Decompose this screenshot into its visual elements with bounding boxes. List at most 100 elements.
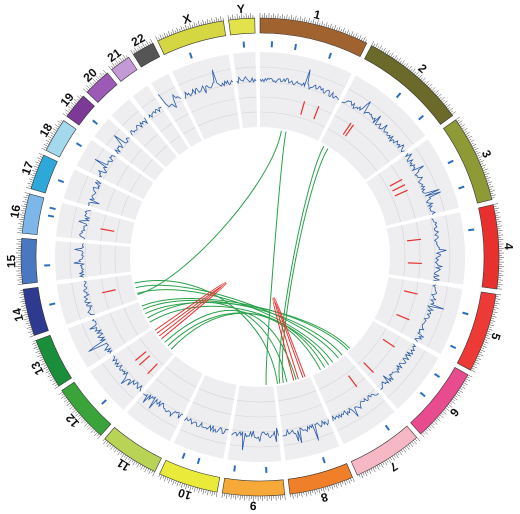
grid-ring	[184, 83, 234, 100]
tick-mark	[111, 65, 114, 69]
tick-mark	[421, 77, 426, 82]
grid-ring	[102, 362, 134, 399]
tick-mark	[24, 318, 30, 321]
tick-mark	[301, 492, 303, 498]
blue-marker	[75, 142, 83, 148]
tick-mark	[45, 370, 50, 374]
link-arc	[141, 297, 349, 351]
tick-mark	[205, 21, 207, 25]
tick-mark	[344, 30, 347, 34]
chromosome-segment-20	[86, 72, 118, 103]
tick-mark	[494, 207, 500, 210]
tick-mark	[192, 486, 194, 490]
tick-mark	[464, 380, 468, 383]
tick-mark	[467, 135, 473, 139]
tick-mark	[176, 27, 179, 33]
tick-mark	[399, 451, 403, 456]
tick-mark	[352, 34, 355, 37]
track-background-chr-Y	[233, 52, 258, 129]
red-marker	[363, 362, 374, 373]
grid-ring	[234, 414, 277, 418]
blue-marker	[294, 43, 297, 51]
tick-mark	[373, 43, 376, 47]
grid-ring	[191, 98, 236, 113]
tick-mark	[401, 60, 405, 65]
tick-mark	[41, 147, 47, 151]
red-marker	[134, 351, 147, 361]
tick-mark	[29, 328, 33, 331]
chromosome-segment-6	[410, 366, 469, 435]
tick-mark	[491, 315, 497, 318]
tick-mark	[380, 48, 383, 52]
tick-mark	[475, 151, 481, 155]
tick-mark	[121, 453, 125, 458]
tick-mark	[360, 37, 363, 41]
track-background-chr-16	[56, 202, 135, 245]
tick-mark	[394, 55, 398, 60]
tick-mark	[476, 357, 482, 361]
grid-ring	[240, 111, 257, 114]
tick-mark	[60, 119, 64, 122]
chromosome-segment-12	[61, 381, 112, 436]
tick-mark	[469, 139, 475, 143]
grid-ring	[154, 145, 168, 158]
grid-ring	[71, 282, 81, 320]
tick-mark	[397, 57, 402, 63]
tick-mark	[410, 68, 413, 72]
tick-mark	[466, 376, 470, 379]
tick-mark	[33, 346, 39, 349]
tick-mark	[20, 209, 26, 212]
tick-mark	[458, 389, 463, 393]
tick-mark	[318, 488, 321, 494]
tick-mark	[494, 300, 498, 302]
blue-marker	[181, 452, 186, 460]
tick-mark	[86, 88, 89, 91]
grid-ring	[387, 279, 404, 326]
tick-mark	[24, 199, 28, 201]
grid-ring	[318, 366, 356, 390]
tick-mark	[388, 458, 392, 464]
background-rings	[54, 52, 466, 462]
tick-mark	[155, 36, 158, 42]
tick-mark	[306, 19, 308, 23]
grid-ring	[238, 96, 257, 99]
grid-ring	[114, 245, 117, 274]
histogram-line-chr-15	[73, 243, 85, 278]
tick-mark	[23, 196, 29, 199]
blue-marker	[92, 119, 99, 125]
tick-mark	[26, 187, 32, 190]
grid-ring	[69, 242, 72, 279]
red-marker	[101, 289, 116, 294]
tick-mark	[489, 322, 493, 324]
tick-mark	[485, 177, 491, 180]
tick-mark	[350, 478, 352, 482]
tick-mark	[19, 214, 25, 216]
tick-mark	[446, 405, 450, 409]
chromosome-label-16: 16	[7, 203, 23, 219]
tick-mark	[22, 212, 26, 214]
tick-mark	[364, 471, 368, 477]
tick-mark	[25, 316, 29, 318]
tick-mark	[68, 108, 71, 112]
grid-ring	[367, 335, 400, 376]
tick-mark	[84, 422, 89, 427]
tick-mark	[28, 185, 32, 187]
tick-mark	[189, 485, 192, 491]
tick-mark	[358, 34, 362, 40]
tick-mark	[323, 23, 325, 27]
tick-mark	[35, 161, 41, 164]
grid-ring	[84, 243, 87, 277]
chromosome-segment-17	[30, 154, 58, 194]
tick-mark	[449, 107, 454, 112]
tick-mark	[207, 490, 209, 496]
red-marker	[392, 184, 406, 192]
chromosome-label-1: 1	[312, 7, 322, 22]
chromosome-ideogram	[20, 17, 500, 497]
tick-mark	[449, 402, 453, 405]
tick-mark	[38, 352, 42, 355]
tick-mark	[176, 481, 179, 487]
grid-ring	[123, 307, 139, 336]
tick-mark	[102, 438, 105, 442]
tick-mark	[37, 354, 43, 358]
tick-mark	[87, 425, 92, 430]
